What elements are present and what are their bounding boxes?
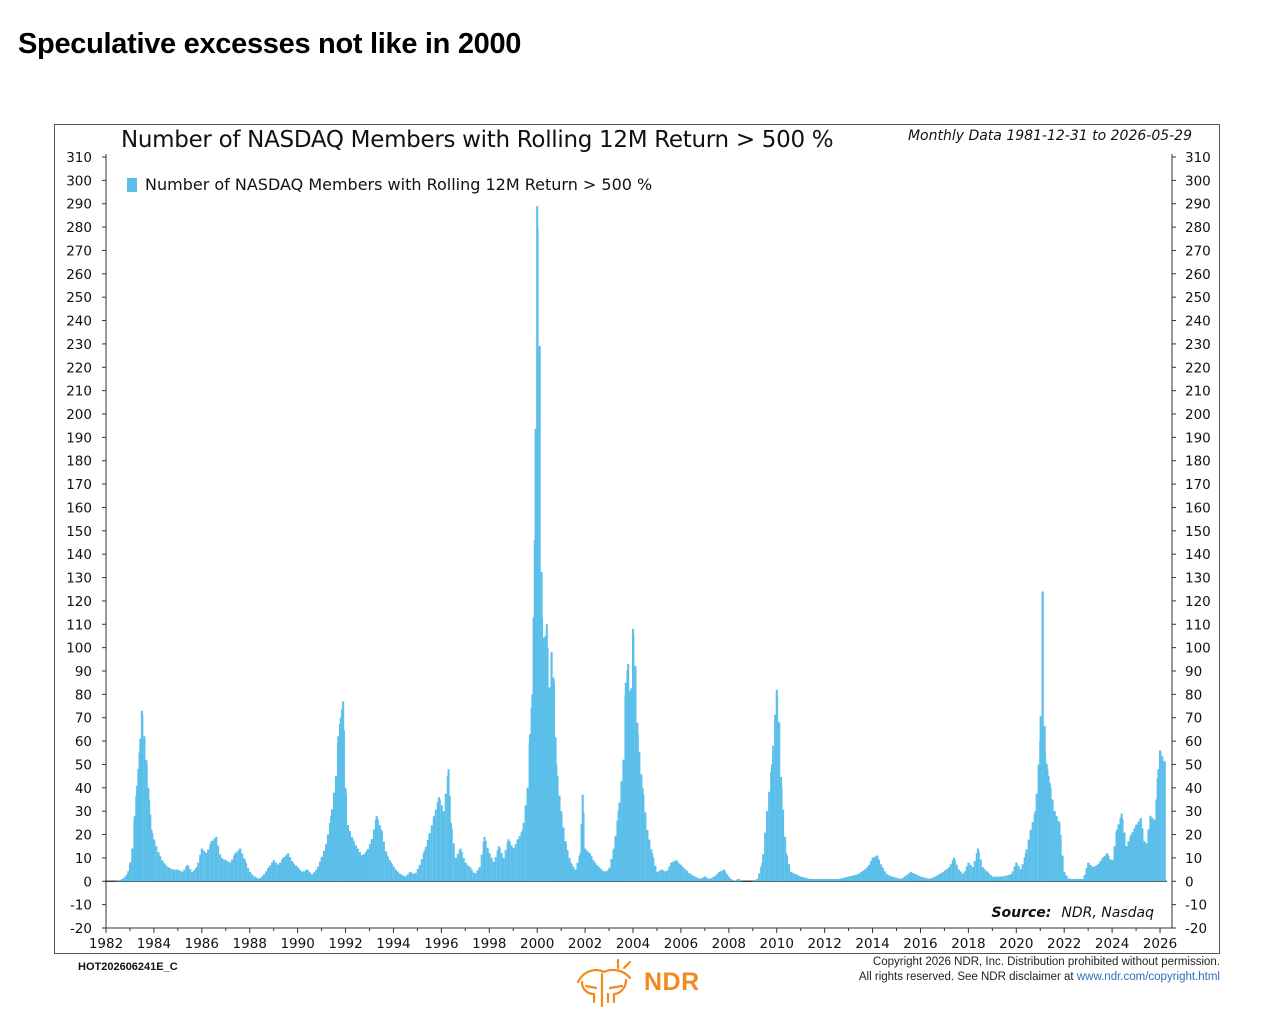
chart-title: Number of NASDAQ Members with Rolling 12…	[121, 127, 834, 153]
page-title: Speculative excesses not like in 2000	[18, 28, 522, 60]
chart-legend: Number of NASDAQ Members with Rolling 12…	[127, 175, 652, 194]
source-value: NDR, Nasdaq	[1061, 905, 1154, 921]
chart-subtitle: Monthly Data 1981-12-31 to 2026-05-29	[907, 128, 1192, 144]
chart-code: HOT202606241E_C	[78, 961, 178, 973]
legend-label: Number of NASDAQ Members with Rolling 12…	[145, 175, 653, 194]
copyright-line-1: Copyright 2026 NDR, Inc. Distribution pr…	[872, 956, 1220, 968]
copyright-link[interactable]: www.ndr.com/copyright.html	[1076, 971, 1220, 983]
copyright-line-2-text: All rights reserved. See NDR disclaimer …	[858, 971, 1077, 983]
legend-swatch	[127, 177, 137, 192]
source-label: Source:	[991, 905, 1052, 921]
logo-text: NDR	[644, 967, 700, 996]
copyright-note: Copyright 2026 NDR, Inc. Distribution pr…	[859, 955, 1220, 985]
ndr-logo: NDR	[574, 956, 700, 1008]
chart-frame	[54, 124, 1220, 954]
copyright-line-2: All rights reserved. See NDR disclaimer …	[859, 970, 1220, 985]
bull-bear-icon	[576, 958, 632, 1008]
source-note: Source: NDR, Nasdaq	[991, 905, 1154, 921]
